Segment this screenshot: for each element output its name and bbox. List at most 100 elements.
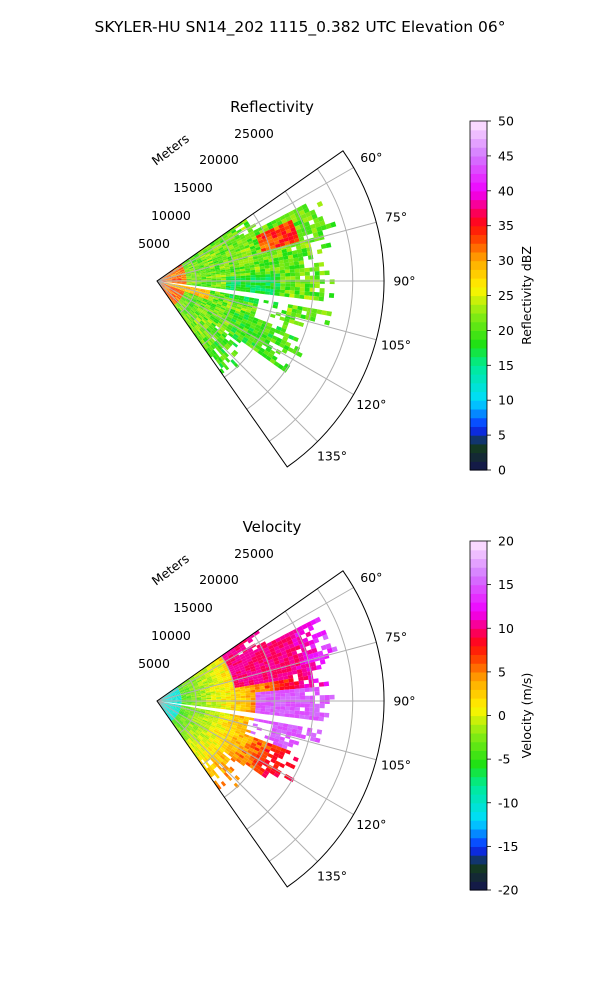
radar-cell <box>250 708 255 711</box>
radar-cell <box>290 700 295 704</box>
radar-cell <box>300 314 306 319</box>
radar-cell <box>260 274 265 277</box>
radar-cell <box>294 265 299 269</box>
radar-cell <box>285 689 290 693</box>
radar-cell <box>270 314 276 319</box>
radar-cell <box>280 283 285 286</box>
radar-cell <box>316 665 322 670</box>
colorbar-swatch <box>470 182 487 191</box>
radar-cell <box>211 283 216 285</box>
radar-cell <box>320 704 325 709</box>
radar-cell <box>280 690 285 694</box>
radar-cell <box>211 279 216 281</box>
colorbar-swatch <box>470 304 487 313</box>
radar-cell <box>314 716 319 721</box>
radar-cell <box>265 694 270 697</box>
colorbar-swatch <box>470 444 487 453</box>
radar-cell <box>289 265 294 269</box>
radar-cell <box>256 275 261 278</box>
colorbar-swatch <box>470 400 487 409</box>
radar-cell <box>321 310 327 315</box>
radar-cell <box>236 704 241 707</box>
colorbar-tick-label: 5 <box>498 428 506 443</box>
radar-cell <box>246 695 251 698</box>
angle-tick-label: 60° <box>360 570 382 585</box>
colorbar-swatch <box>470 811 487 820</box>
colorbar-label: Reflectivity dBZ <box>519 246 534 345</box>
radial-tick-label: 5000 <box>138 656 170 671</box>
radial-tick-label: 10000 <box>151 208 191 223</box>
radial-tick-label: 10000 <box>151 628 191 643</box>
radar-cell <box>295 692 300 696</box>
radar-cell <box>305 280 310 284</box>
radar-cell <box>330 279 335 284</box>
colorbar-swatch <box>470 646 487 655</box>
radar-cell <box>236 276 241 278</box>
radar-cell <box>314 292 319 297</box>
radar-cell <box>266 283 271 286</box>
colorbar-tick-label: 0 <box>498 708 506 723</box>
radar-cell <box>300 692 305 696</box>
radar-cell <box>261 697 266 700</box>
radar-cell <box>245 270 250 273</box>
radar-cell <box>251 285 256 288</box>
colorbar-swatch <box>470 803 487 812</box>
colorbar-swatch <box>470 707 487 716</box>
colorbar-swatch <box>470 654 487 663</box>
radar-cell <box>256 695 261 698</box>
range-ring <box>269 169 352 442</box>
radar-cell <box>300 704 305 708</box>
radar-cell <box>319 292 324 297</box>
radar-cell <box>260 692 265 695</box>
radar-cell <box>275 270 280 274</box>
radar-cell <box>320 280 325 284</box>
radar-cell <box>275 283 280 286</box>
figure-title: SKYLER-HU SN14_202 1115_0.382 UTC Elevat… <box>95 18 506 37</box>
radar-cell <box>295 703 300 707</box>
colorbar-swatch <box>470 558 487 567</box>
radar-cell <box>299 260 304 264</box>
radar-cell <box>304 711 309 715</box>
panel-title: Reflectivity <box>230 98 314 116</box>
radar-cell <box>305 276 310 280</box>
radar-cell <box>246 275 251 278</box>
radar-cell <box>285 686 290 690</box>
radar-cell <box>299 264 304 268</box>
radar-cell <box>304 295 309 299</box>
radar-cell <box>236 284 241 287</box>
radar-cell <box>266 277 271 280</box>
radar-cell <box>246 285 251 288</box>
radar-cell <box>251 703 256 706</box>
radial-tick-label: 20000 <box>199 572 239 587</box>
colorbar-swatch <box>470 339 487 348</box>
radar-cell <box>299 295 304 299</box>
radar-cell <box>280 280 285 283</box>
radar-cell <box>221 699 226 701</box>
radar-cell <box>245 690 250 693</box>
radar-cell <box>275 274 280 277</box>
radar-cell <box>305 700 310 704</box>
colorbar-swatch <box>470 121 487 130</box>
radar-cell <box>265 691 270 694</box>
reflectivity-sector <box>157 201 336 374</box>
radar-cell <box>255 711 260 714</box>
colorbar-tick-label: 30 <box>498 253 514 268</box>
radar-cell <box>304 684 309 688</box>
radar-cell <box>280 286 285 290</box>
radar-cell <box>325 695 330 700</box>
colorbar-swatch <box>470 611 487 620</box>
radar-cell <box>236 278 241 280</box>
radar-cell <box>299 684 304 688</box>
angle-tick-label: 90° <box>393 274 415 289</box>
radar-cell <box>236 696 241 698</box>
radar-cell <box>259 719 264 723</box>
radar-cell <box>285 287 290 291</box>
radar-cell <box>284 713 289 717</box>
radar-cell <box>211 699 216 701</box>
radar-cell <box>216 282 221 284</box>
radar-cell <box>256 705 261 708</box>
colorbar-swatch <box>470 620 487 629</box>
radar-cell <box>315 708 320 713</box>
